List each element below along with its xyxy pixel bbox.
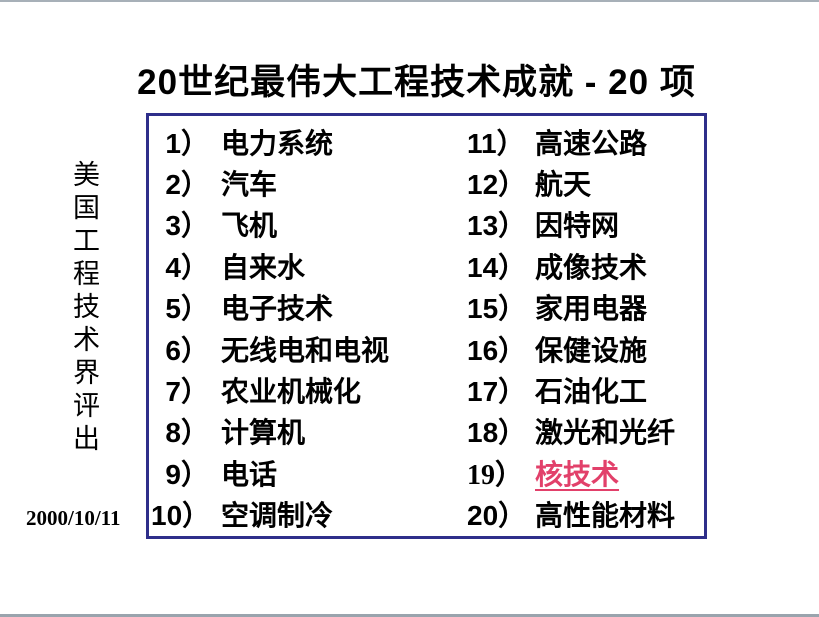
item-number: 16） — [467, 334, 527, 366]
item-number: 15） — [467, 293, 527, 325]
item-text: 计算机 — [221, 417, 306, 449]
item-number: 6） — [165, 334, 209, 366]
item-number: 5） — [165, 293, 209, 325]
item-number: 17） — [467, 376, 527, 408]
list-item-12: 12） 航天 — [457, 162, 704, 203]
item-text: 激光和光纤 — [535, 417, 676, 449]
item-text: 无线电和电视 — [221, 334, 390, 366]
list-item-19: 19） 核技术 — [457, 452, 704, 493]
item-number: 18） — [467, 417, 527, 449]
list-item-7: 7） 农业机械化 — [151, 369, 457, 410]
item-text: 自来水 — [221, 251, 306, 283]
item-text: 成像技术 — [535, 251, 648, 283]
list-item-15: 15） 家用电器 — [457, 287, 704, 328]
item-number: 2） — [165, 169, 209, 201]
top-edge-line — [0, 0, 819, 2]
list-item-11: 11） 高速公路 — [457, 121, 704, 162]
item-text: 电话 — [221, 458, 278, 490]
list-item-18: 18） 激光和光纤 — [457, 411, 704, 452]
list-item-17: 17） 石油化工 — [457, 369, 704, 410]
list-item-14: 14） 成像技术 — [457, 245, 704, 286]
item-text: 航天 — [535, 169, 592, 201]
item-text: 保健设施 — [535, 334, 648, 366]
item-number: 14） — [467, 251, 527, 283]
item-number: 19） — [467, 459, 524, 491]
list-item-2: 2） 汽车 — [151, 162, 457, 203]
item-number: 9） — [165, 458, 209, 490]
item-number: 11） — [467, 127, 525, 159]
item-number: 4） — [165, 251, 209, 283]
item-number: 1） — [165, 127, 209, 159]
list-column-right: 11） 高速公路 12） 航天 13） 因特网 14） 成像技术 15） 家用电… — [457, 121, 704, 536]
list-item-3: 3） 飞机 — [151, 204, 457, 245]
item-text: 空调制冷 — [221, 500, 334, 532]
item-text: 电子技术 — [221, 293, 334, 325]
item-text: 高速公路 — [535, 127, 648, 159]
item-number: 8） — [165, 417, 209, 449]
item-text: 石油化工 — [535, 376, 648, 408]
item-number: 7） — [165, 376, 209, 408]
item-number: 3） — [165, 210, 209, 242]
item-text: 高性能材料 — [535, 500, 676, 532]
slide-title: 20世纪最伟大工程技术成就 - 20 项 — [137, 63, 696, 102]
list-item-13: 13） 因特网 — [457, 204, 704, 245]
item-text: 家用电器 — [535, 293, 648, 325]
list-item-20: 20） 高性能材料 — [457, 494, 704, 535]
list-item-9: 9） 电话 — [151, 452, 457, 493]
item-number: 12） — [467, 169, 527, 201]
side-vertical-label: 美国工程技术界评出 — [69, 160, 99, 457]
bottom-edge-line — [0, 614, 819, 617]
date-label: 2000/10/11 — [26, 506, 121, 530]
list-item-1: 1） 电力系统 — [151, 121, 457, 162]
item-number: 13） — [467, 210, 527, 242]
item-text: 汽车 — [221, 169, 278, 201]
item-text: 因特网 — [535, 210, 620, 242]
list-item-8: 8） 计算机 — [151, 411, 457, 452]
nuclear-technology-link[interactable]: 核技术 — [535, 459, 620, 491]
item-text: 电力系统 — [221, 127, 334, 159]
list-column-left: 1） 电力系统 2） 汽车 3） 飞机 4） 自来水 5） 电子技术 6） 无线… — [151, 121, 457, 536]
item-text: 飞机 — [221, 210, 278, 242]
achievements-list-box: 1） 电力系统 2） 汽车 3） 飞机 4） 自来水 5） 电子技术 6） 无线… — [146, 113, 707, 539]
list-item-4: 4） 自来水 — [151, 245, 457, 286]
list-item-6: 6） 无线电和电视 — [151, 328, 457, 369]
list-item-16: 16） 保健设施 — [457, 328, 704, 369]
item-text: 农业机械化 — [221, 376, 362, 408]
item-number: 20） — [467, 500, 527, 532]
list-item-5: 5） 电子技术 — [151, 287, 457, 328]
list-item-10: 10） 空调制冷 — [151, 494, 457, 535]
item-number: 10） — [151, 500, 211, 532]
